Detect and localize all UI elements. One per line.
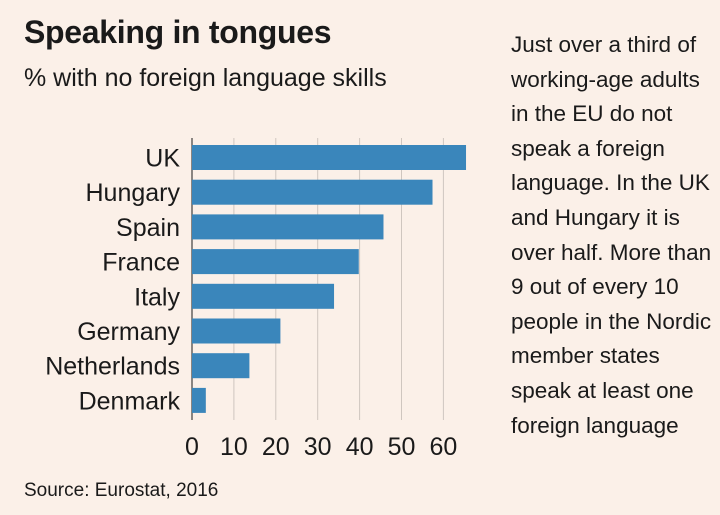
bar-uk bbox=[192, 145, 467, 170]
bar-germany bbox=[192, 318, 281, 344]
x-axis-ticks: 0 10 20 30 40 50 60 bbox=[185, 433, 457, 461]
category-label-france: France bbox=[102, 249, 180, 277]
bar-denmark bbox=[192, 387, 206, 413]
x-tick-label: 20 bbox=[262, 433, 290, 461]
bars bbox=[192, 145, 467, 413]
category-label-spain: Spain bbox=[116, 214, 180, 242]
bar-spain bbox=[192, 214, 384, 240]
bar-netherlands bbox=[192, 353, 250, 379]
category-label-netherlands: Netherlands bbox=[45, 353, 180, 381]
x-tick-label: 30 bbox=[304, 433, 332, 461]
source-note: Source: Eurostat, 2016 bbox=[24, 480, 219, 501]
bar-italy bbox=[192, 283, 335, 309]
annotation-note: Just over a third of working-age adults … bbox=[511, 32, 712, 438]
x-tick-label: 50 bbox=[388, 433, 416, 461]
x-tick-label: 0 bbox=[185, 433, 199, 461]
category-label-italy: Italy bbox=[134, 283, 180, 311]
x-tick-label: 40 bbox=[346, 433, 374, 461]
chart-subtitle: % with no foreign language skills bbox=[24, 64, 387, 92]
x-tick-label: 60 bbox=[429, 433, 457, 461]
category-label-germany: Germany bbox=[77, 318, 180, 346]
x-tick-label: 10 bbox=[220, 433, 248, 461]
category-label-uk: UK bbox=[145, 145, 180, 173]
bar-hungary bbox=[192, 179, 433, 205]
category-labels: UK Hungary Spain France Italy Germany Netherla… bbox=[45, 145, 180, 416]
category-label-hungary: Hungary bbox=[86, 179, 181, 207]
bar-france bbox=[192, 249, 359, 275]
chart-title: Speaking in tongues bbox=[24, 14, 332, 50]
category-label-denmark: Denmark bbox=[79, 387, 181, 415]
